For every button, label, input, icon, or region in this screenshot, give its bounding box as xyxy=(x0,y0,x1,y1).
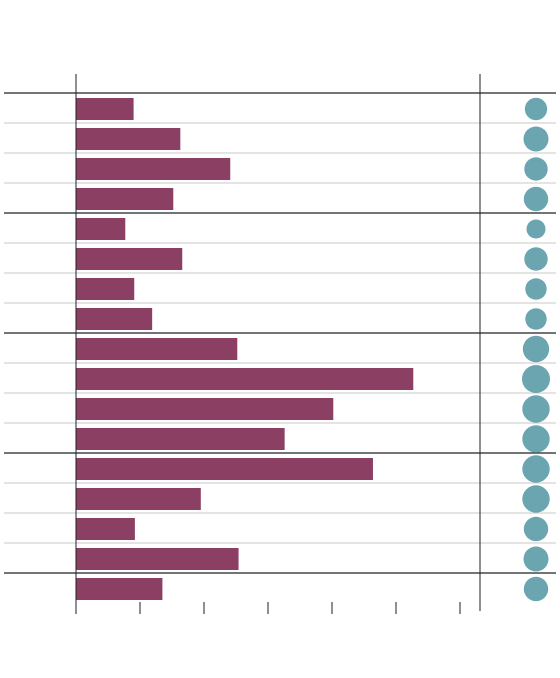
circle-mark xyxy=(522,365,550,393)
bar xyxy=(76,308,153,330)
bar xyxy=(76,218,126,240)
bar xyxy=(76,578,163,600)
bar xyxy=(76,158,231,180)
bar xyxy=(76,518,135,540)
circle-mark xyxy=(525,308,547,330)
bar xyxy=(76,188,174,210)
bars xyxy=(76,98,414,600)
circle-mark xyxy=(523,186,549,212)
bar xyxy=(76,248,183,270)
circle-mark xyxy=(522,335,550,363)
circle-mark xyxy=(522,395,550,423)
bar xyxy=(76,98,134,120)
circle-mark xyxy=(524,97,548,121)
circle-mark xyxy=(522,485,550,513)
grid-lines xyxy=(4,92,556,574)
bar xyxy=(76,338,238,360)
circle-mark xyxy=(525,278,547,300)
circle-mark xyxy=(524,247,548,271)
bar xyxy=(76,368,414,390)
circle-mark xyxy=(523,126,549,152)
axes xyxy=(75,74,481,614)
bar xyxy=(76,278,135,300)
circle-mark xyxy=(523,516,549,542)
bar xyxy=(76,128,181,150)
circles xyxy=(522,97,550,602)
circle-mark xyxy=(522,425,550,453)
bar xyxy=(76,458,373,480)
circle-mark xyxy=(526,219,546,239)
bar xyxy=(76,488,201,510)
bar xyxy=(76,428,285,450)
circle-mark xyxy=(522,455,550,483)
bar xyxy=(76,548,239,570)
bar xyxy=(76,398,334,420)
circle-mark xyxy=(523,576,549,602)
circle-mark xyxy=(524,157,548,181)
circle-mark xyxy=(523,546,549,572)
